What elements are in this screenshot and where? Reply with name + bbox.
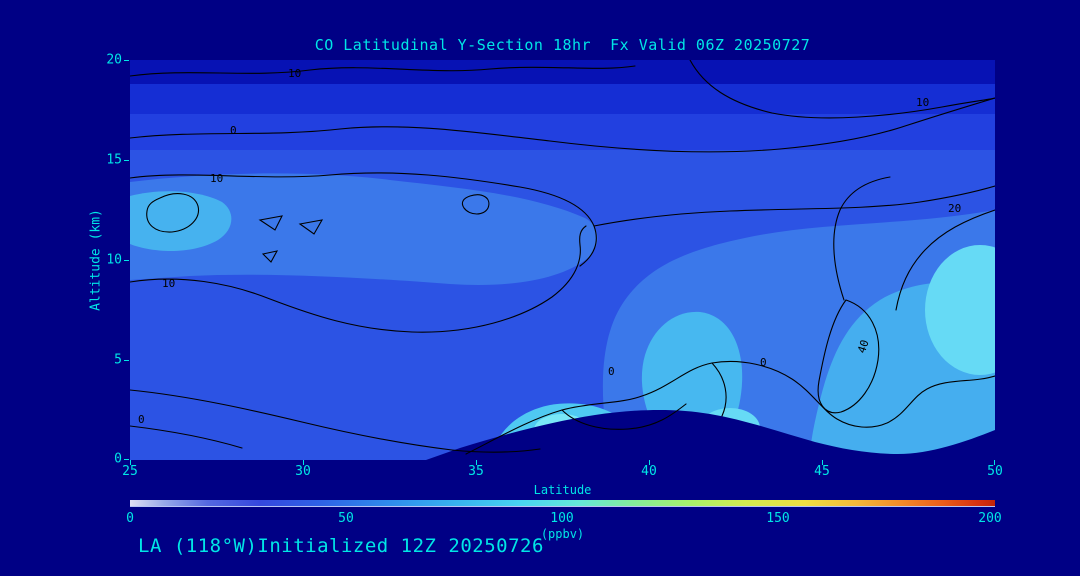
colorbar-units: (ppbv)	[540, 527, 585, 541]
y-tick-mark	[124, 459, 129, 460]
y-tick-label: 5	[114, 352, 122, 368]
contour-label: 20	[948, 202, 961, 215]
colorbar-tick-label: 0	[126, 511, 134, 526]
x-tick-label: 35	[468, 464, 484, 479]
colorbar-tick-label: 50	[338, 511, 354, 526]
contour-label: 0	[760, 356, 767, 369]
contour-label: 10	[210, 172, 223, 185]
y-tick-mark	[124, 160, 129, 161]
x-tick-mark	[303, 460, 304, 465]
chart-title: CO Latitudinal Y-Section 18hr Fx Valid 0…	[314, 36, 811, 54]
x-axis-title: Latitude	[533, 483, 592, 497]
contour-label: 10	[288, 67, 301, 80]
x-tick-mark	[130, 460, 131, 465]
y-tick-label: 20	[106, 52, 122, 68]
y-tick-mark	[124, 60, 129, 61]
colorbar-gradient	[130, 500, 995, 507]
init-caption: LA (118°W)Initialized 12Z 20250726	[138, 535, 544, 557]
contour-label: 0	[608, 365, 615, 378]
x-tick-mark	[994, 460, 995, 465]
x-tick-mark	[649, 460, 650, 465]
x-tick-label: 30	[295, 464, 311, 479]
colorbar-tick-label: 100	[550, 511, 574, 526]
contour-label: 0	[230, 124, 237, 137]
colorbar-tick-label: 150	[766, 511, 790, 526]
contour-label: 10	[162, 277, 175, 290]
y-tick-label: 15	[106, 152, 122, 168]
y-tick-mark	[124, 260, 129, 261]
contour-label: 10	[916, 96, 929, 109]
x-tick-label: 45	[814, 464, 830, 479]
filled-contours	[130, 60, 995, 460]
colorbar-tick-label: 200	[978, 511, 1002, 526]
x-tick-mark	[822, 460, 823, 465]
contour-label-group: 10 0 10 10 20 10 40 0 0 0	[138, 67, 961, 426]
plot-area: 10 0 10 10 20 10 40 0 0 0	[130, 60, 995, 460]
y-tick-mark	[124, 360, 129, 361]
x-tick-label: 25	[122, 464, 138, 479]
y-tick-label: 10	[106, 252, 122, 268]
contour-label: 0	[138, 413, 145, 426]
y-tick-label: 0	[114, 451, 122, 467]
x-tick-label: 50	[987, 464, 1003, 479]
x-tick-mark	[476, 460, 477, 465]
x-tick-label: 40	[641, 464, 657, 479]
terrain-mask	[426, 409, 995, 460]
contour-field-svg: 10 0 10 10 20 10 40 0 0 0	[130, 60, 995, 460]
contour-lines	[130, 60, 995, 455]
contour-label: 40	[855, 338, 871, 355]
